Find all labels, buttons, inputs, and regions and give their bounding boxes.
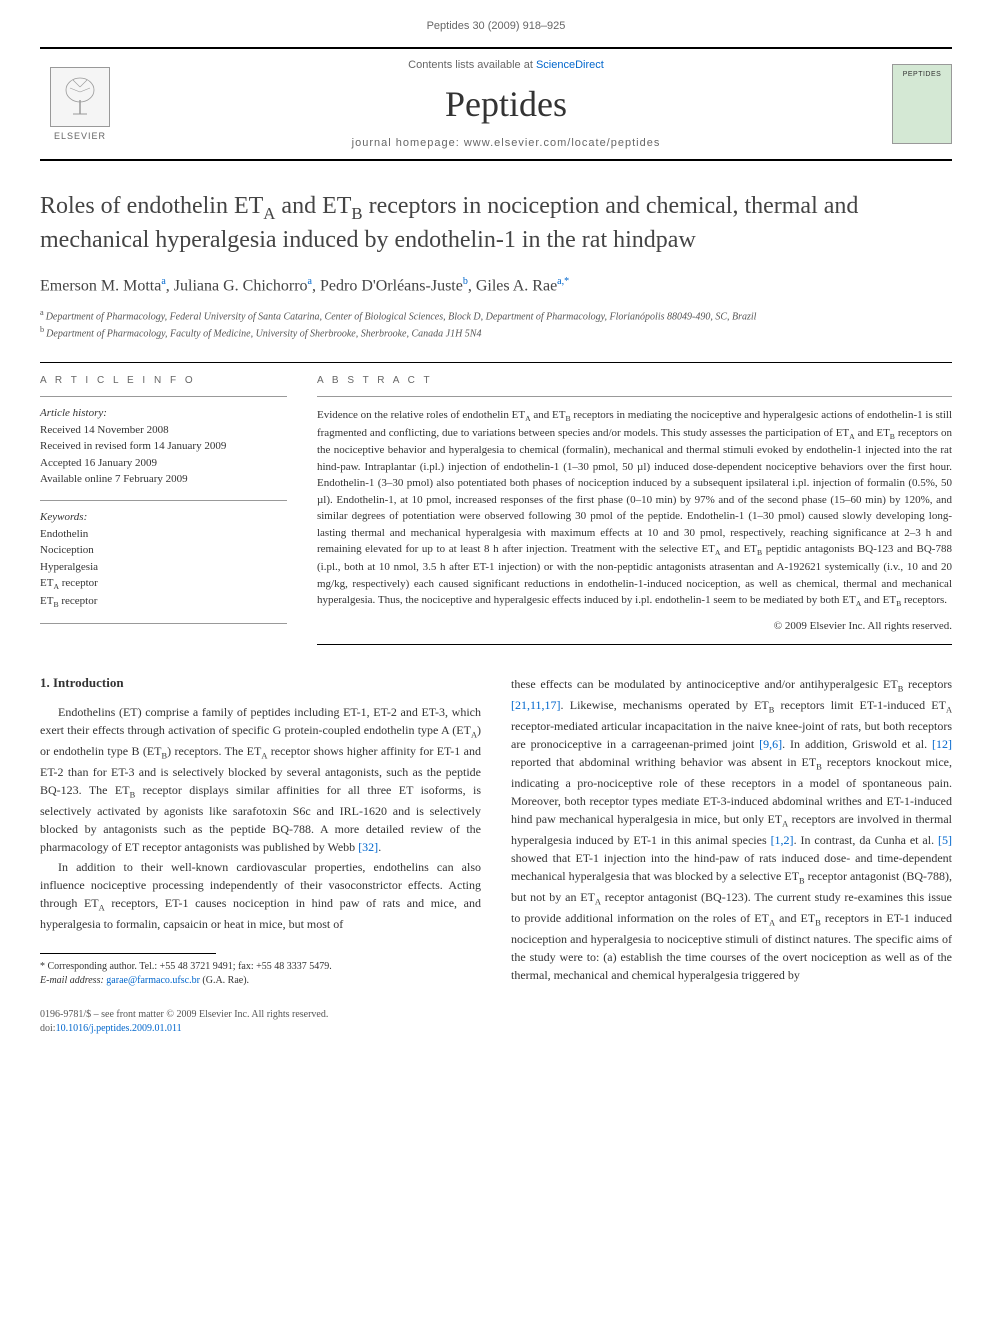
info-abstract-section: A R T I C L E I N F O Article history: R… <box>40 362 952 645</box>
online-date: Available online 7 February 2009 <box>40 471 287 488</box>
ref-link[interactable]: [21,11,17] <box>511 698 561 712</box>
homepage-url: www.elsevier.com/locate/peptides <box>464 137 660 149</box>
elsevier-tree-icon <box>50 67 110 127</box>
body-col-right: these effects can be modulated by antino… <box>511 675 952 988</box>
elsevier-logo: ELSEVIER <box>40 59 120 149</box>
ref-link[interactable]: [12] <box>932 737 952 751</box>
abstract-section: A B S T R A C T Evidence on the relative… <box>317 363 952 645</box>
doi-link[interactable]: 10.1016/j.peptides.2009.01.011 <box>56 1023 182 1034</box>
affiliations: aDepartment of Pharmacology, Federal Uni… <box>40 307 952 342</box>
body-columns: 1. Introduction Endothelins (ET) compris… <box>40 675 952 988</box>
keywords-label: Keywords: <box>40 511 287 523</box>
homepage-line: journal homepage: www.elsevier.com/locat… <box>120 137 892 149</box>
doi-prefix: doi: <box>40 1023 56 1034</box>
corresponding-author: * Corresponding author. Tel.: +55 48 372… <box>40 960 481 974</box>
abstract-text: Evidence on the relative roles of endoth… <box>317 407 952 610</box>
ref-link[interactable]: [9,6] <box>759 737 782 751</box>
journal-name: Peptides <box>120 83 892 125</box>
issn-line: 0196-9781/$ – see front matter © 2009 El… <box>40 1008 952 1022</box>
affiliation-b: Department of Pharmacology, Faculty of M… <box>46 329 481 340</box>
cover-thumbnail: PEPTIDES <box>892 64 952 144</box>
keyword: Hyperalgesia <box>40 559 287 576</box>
history-dates: Received 14 November 2008 Received in re… <box>40 422 287 488</box>
authors: Emerson M. Mottaa, Juliana G. Chichorroa… <box>40 276 952 295</box>
keywords-list: Endothelin Nociception Hyperalgesia ETA … <box>40 526 287 611</box>
article-info: A R T I C L E I N F O Article history: R… <box>40 363 287 645</box>
ref-link[interactable]: [5] <box>938 833 952 847</box>
top-banner: ELSEVIER Contents lists available at Sci… <box>40 47 952 161</box>
history-label: Article history: <box>40 407 287 419</box>
contents-line: Contents lists available at ScienceDirec… <box>120 59 892 71</box>
ref-link[interactable]: [32] <box>358 840 378 854</box>
footnote-divider <box>40 953 216 954</box>
received-date: Received 14 November 2008 <box>40 422 287 439</box>
keyword: Endothelin <box>40 526 287 543</box>
keyword: ETB receptor <box>40 593 287 611</box>
email-suffix: (G.A. Rae). <box>200 975 249 986</box>
intro-text-right: these effects can be modulated by antino… <box>511 675 952 984</box>
footnote: * Corresponding author. Tel.: +55 48 372… <box>40 960 481 988</box>
banner-center: Contents lists available at ScienceDirec… <box>120 59 892 149</box>
journal-citation: Peptides 30 (2009) 918–925 <box>40 20 952 32</box>
affiliation-a: Department of Pharmacology, Federal Univ… <box>46 311 757 322</box>
article-info-heading: A R T I C L E I N F O <box>40 375 287 386</box>
elsevier-label: ELSEVIER <box>54 131 106 141</box>
keyword: ETA receptor <box>40 575 287 593</box>
accepted-date: Accepted 16 January 2009 <box>40 455 287 472</box>
email-label: E-mail address: <box>40 975 106 986</box>
article-title: Roles of endothelin ETA and ETB receptor… <box>40 191 952 256</box>
keyword: Nociception <box>40 542 287 559</box>
email-link[interactable]: garae@farmaco.ufsc.br <box>106 975 200 986</box>
copyright: © 2009 Elsevier Inc. All rights reserved… <box>317 620 952 632</box>
abstract-heading: A B S T R A C T <box>317 375 952 386</box>
footer: 0196-9781/$ – see front matter © 2009 El… <box>40 1008 952 1036</box>
body-col-left: 1. Introduction Endothelins (ET) compris… <box>40 675 481 988</box>
contents-prefix: Contents lists available at <box>408 59 536 71</box>
sciencedirect-link[interactable]: ScienceDirect <box>536 59 604 71</box>
intro-heading: 1. Introduction <box>40 675 481 691</box>
revised-date: Received in revised form 14 January 2009 <box>40 438 287 455</box>
intro-text-left: Endothelins (ET) comprise a family of pe… <box>40 703 481 933</box>
homepage-prefix: journal homepage: <box>352 137 464 149</box>
ref-link[interactable]: [1,2] <box>771 833 794 847</box>
